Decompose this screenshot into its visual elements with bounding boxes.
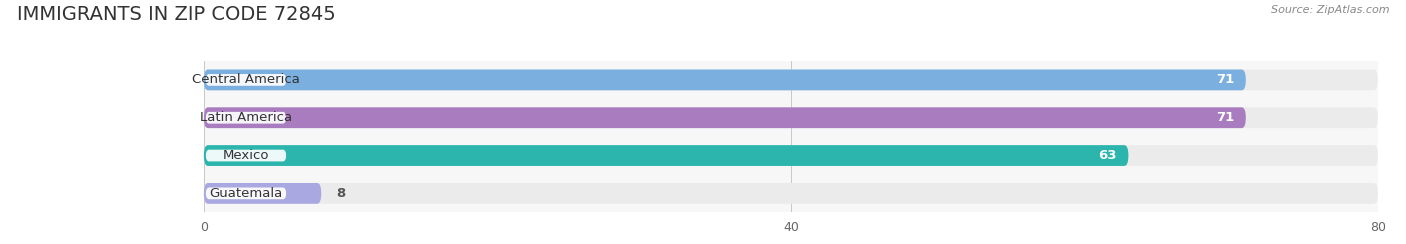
FancyBboxPatch shape	[204, 70, 1246, 90]
Text: 71: 71	[1216, 73, 1234, 86]
FancyBboxPatch shape	[204, 145, 1378, 166]
Text: 71: 71	[1216, 111, 1234, 124]
FancyBboxPatch shape	[205, 112, 287, 124]
Text: Mexico: Mexico	[222, 149, 269, 162]
FancyBboxPatch shape	[204, 183, 1378, 204]
Text: Guatemala: Guatemala	[209, 187, 283, 200]
FancyBboxPatch shape	[205, 74, 287, 86]
FancyBboxPatch shape	[205, 150, 287, 162]
FancyBboxPatch shape	[205, 187, 287, 199]
Text: IMMIGRANTS IN ZIP CODE 72845: IMMIGRANTS IN ZIP CODE 72845	[17, 5, 336, 24]
FancyBboxPatch shape	[204, 107, 1378, 128]
FancyBboxPatch shape	[204, 107, 1246, 128]
Text: Central America: Central America	[193, 73, 299, 86]
FancyBboxPatch shape	[204, 70, 1378, 90]
FancyBboxPatch shape	[204, 183, 321, 204]
FancyBboxPatch shape	[204, 145, 1129, 166]
Text: Source: ZipAtlas.com: Source: ZipAtlas.com	[1271, 5, 1389, 15]
Text: Latin America: Latin America	[200, 111, 292, 124]
Text: 63: 63	[1098, 149, 1116, 162]
Text: 8: 8	[336, 187, 346, 200]
